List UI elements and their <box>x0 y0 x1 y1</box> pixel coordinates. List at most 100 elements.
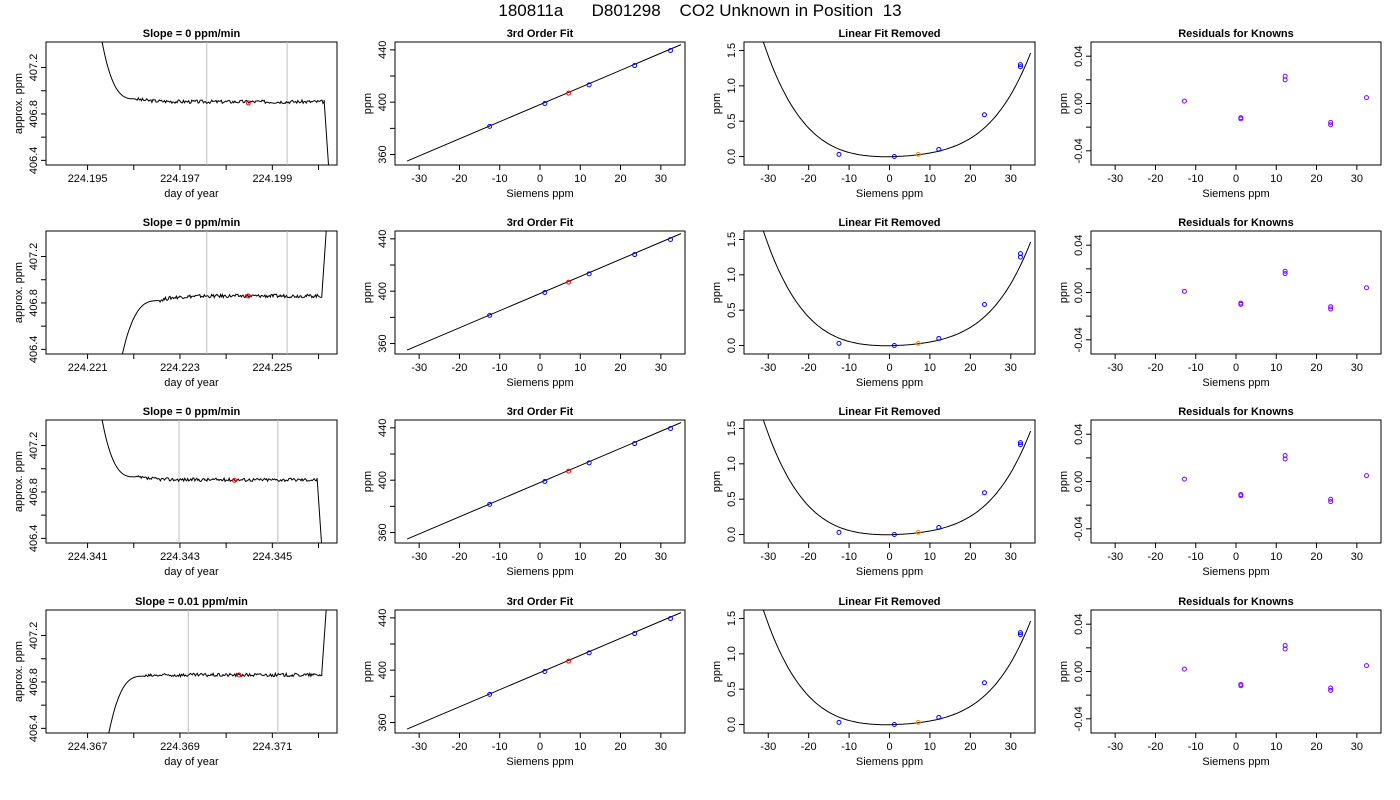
y-tick-label: 1.0 <box>726 646 738 661</box>
x-tick-label: -20 <box>1147 362 1163 374</box>
trace-panel: Slope = 0 ppm/min 224.341 224.343 224.345 40… <box>13 406 338 578</box>
residual-point <box>1238 301 1244 307</box>
x-tick-label: 224.197 <box>160 173 200 185</box>
fit-panel: 3rd Order Fit -30 -20 -10 0 10 20 30 360 400 440 Si… <box>362 217 686 389</box>
known-point <box>936 714 942 720</box>
x-tick-label: -10 <box>1188 362 1204 374</box>
y-tick-label: 400 <box>377 661 389 679</box>
x-tick-label: 30 <box>655 741 667 753</box>
y-axis-label: ppm <box>1058 93 1070 114</box>
x-axis-label: Siemens ppm <box>856 188 923 200</box>
x-tick-label: -30 <box>411 551 427 563</box>
unknown-point <box>915 340 921 346</box>
panel-title: Residuals for Knowns <box>1178 28 1294 40</box>
y-tick-label: 407.2 <box>28 243 40 271</box>
y-axis-label: ppm <box>711 661 723 682</box>
y-tick-label: 406.4 <box>28 147 40 175</box>
x-tick-label: -20 <box>1147 741 1163 753</box>
x-tick-label: 30 <box>1005 173 1017 185</box>
residual-point <box>1328 122 1334 128</box>
x-tick-label: 0 <box>886 741 892 753</box>
panel-title: Linear Fit Removed <box>838 596 940 608</box>
y-tick-label: 406.4 <box>28 715 40 743</box>
trace-panel: Slope = 0 ppm/min 224.195 224.197 224.199 40… <box>13 28 338 200</box>
x-tick-label: 10 <box>574 741 586 753</box>
x-axis-label: Siemens ppm <box>506 566 573 578</box>
known-point <box>836 151 842 157</box>
x-tick-label: 224.199 <box>252 173 292 185</box>
y-tick-label: 1.5 <box>726 421 738 436</box>
residual-point <box>1364 285 1369 291</box>
residual-point <box>1238 493 1244 499</box>
panel-title: 3rd Order Fit <box>507 596 574 608</box>
x-tick-label: 0 <box>886 173 892 185</box>
x-tick-label: -10 <box>492 173 508 185</box>
x-tick-label: 20 <box>964 362 976 374</box>
plot-frame <box>743 41 1036 166</box>
residual-point <box>1282 456 1288 462</box>
y-tick-label: 406.8 <box>28 100 40 128</box>
page-title: 180811a D801298 CO2 Unknown in Position … <box>498 1 902 20</box>
x-axis-label: day of year <box>164 377 219 389</box>
y-tick-label: 0.0 <box>726 527 738 542</box>
y-tick-label: -0.04 <box>1073 516 1085 541</box>
known-point <box>632 252 638 258</box>
x-tick-label: 30 <box>1005 551 1017 563</box>
y-axis-label: ppm <box>362 93 374 114</box>
resid-panel: Residuals for Knowns -30 -20 -10 0 10 20 30 -0.0… <box>1058 596 1382 768</box>
x-tick-label: 20 <box>614 551 626 563</box>
plot-row-4: Slope = 0.01 ppm/min 224.367 224.369 224.37… <box>13 596 1382 768</box>
plot-frame <box>1090 230 1382 355</box>
x-tick-label: 20 <box>1310 551 1322 563</box>
residual-point <box>1328 499 1334 505</box>
y-tick-label: 440 <box>377 230 389 248</box>
x-tick-label: -10 <box>1188 741 1204 753</box>
x-tick-label: -20 <box>451 551 467 563</box>
y-tick-label: 0.5 <box>726 492 738 507</box>
residual-point <box>1181 98 1187 104</box>
plot-frame <box>1090 609 1382 734</box>
x-tick-label: 10 <box>1270 741 1282 753</box>
x-axis-label: Siemens ppm <box>1202 566 1269 578</box>
known-point <box>891 154 897 160</box>
x-tick-label: 30 <box>655 362 667 374</box>
x-tick-label: 224.223 <box>160 362 200 374</box>
known-point <box>542 669 548 674</box>
known-point <box>1017 64 1023 70</box>
known-point <box>632 441 638 447</box>
y-tick-label: 1.5 <box>726 43 738 58</box>
trace-panel: Slope = 0.01 ppm/min 224.367 224.369 224.37… <box>13 596 338 768</box>
y-axis-label: ppm <box>362 471 374 492</box>
plot-frame <box>394 419 686 544</box>
x-tick-label: -20 <box>451 362 467 374</box>
known-point <box>542 479 548 484</box>
y-tick-label: 0.5 <box>726 682 738 697</box>
y-tick-label: -0.04 <box>1073 138 1085 163</box>
x-tick-label: 10 <box>924 551 936 563</box>
x-tick-label: 10 <box>924 362 936 374</box>
y-tick-label: 0.0 <box>726 717 738 732</box>
x-axis-label: Siemens ppm <box>1202 377 1269 389</box>
x-tick-label: 224.343 <box>160 551 200 563</box>
y-tick-label: 0.04 <box>1073 613 1085 634</box>
panel-title: 3rd Order Fit <box>507 28 574 40</box>
x-tick-label: -30 <box>411 173 427 185</box>
known-point <box>1017 630 1023 636</box>
y-tick-label: 406.4 <box>28 525 40 553</box>
y-axis-label: ppm <box>362 282 374 303</box>
y-axis-label: ppm <box>1058 471 1070 492</box>
x-tick-label: 30 <box>1005 362 1017 374</box>
x-tick-label: -10 <box>841 173 857 185</box>
y-tick-label: 407.2 <box>28 54 40 82</box>
y-axis-label: ppm <box>362 661 374 682</box>
unknown-point <box>566 279 572 285</box>
residual-point <box>1328 306 1334 312</box>
panel-title: Linear Fit Removed <box>838 28 940 40</box>
known-point <box>936 146 942 152</box>
known-point <box>981 680 987 686</box>
panel-title: Residuals for Knowns <box>1178 596 1294 608</box>
x-tick-label: 20 <box>964 741 976 753</box>
residual-point <box>1181 288 1187 294</box>
x-tick-label: -30 <box>760 741 776 753</box>
trace-panel: Slope = 0 ppm/min 224.221 224.223 224.225 40… <box>13 217 338 389</box>
